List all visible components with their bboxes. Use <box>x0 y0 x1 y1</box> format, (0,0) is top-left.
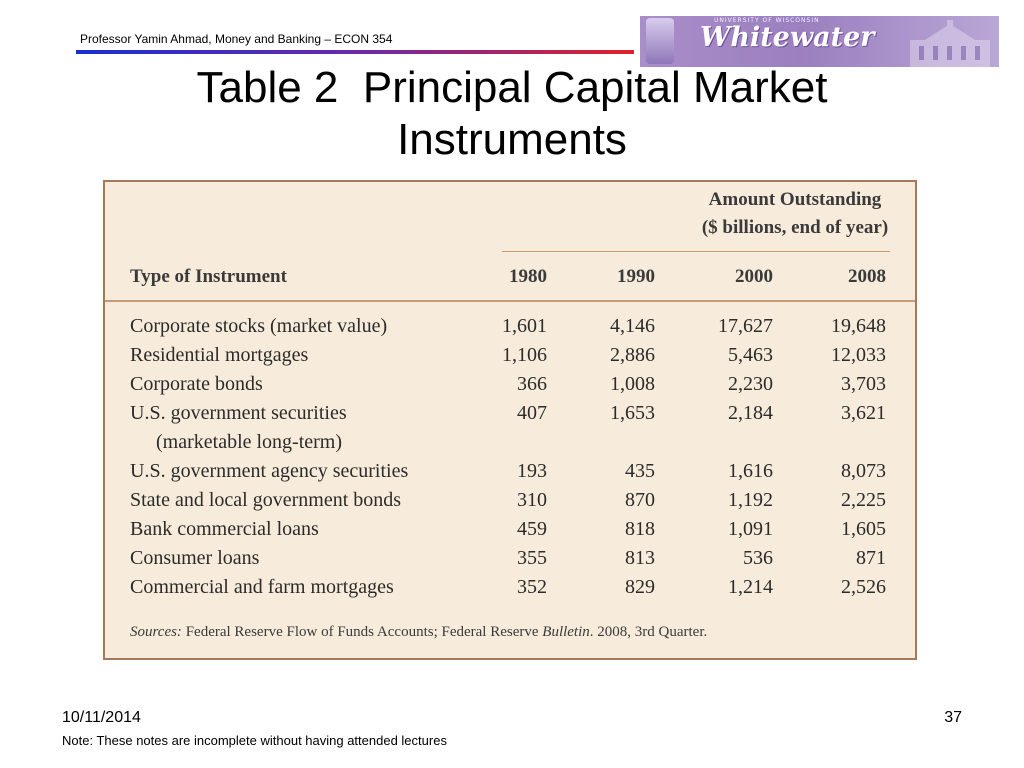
value-1990: 1,653 <box>610 402 655 424</box>
value-2008: 1,605 <box>841 518 886 540</box>
slide-title: Table 2 Principal Capital Market Instrum… <box>0 62 1024 166</box>
value-2000: 2,184 <box>728 402 773 424</box>
footer-note: Note: These notes are incomplete without… <box>62 733 447 748</box>
capital-market-table: Amount Outstanding ($ billions, end of y… <box>103 180 917 660</box>
university-logo: UNIVERSITY OF WISCONSIN Whitewater <box>640 16 999 67</box>
row-type-label: Commercial and farm mortgages <box>130 576 394 598</box>
value-2008: 871 <box>856 547 886 569</box>
row-type-label: Consumer loans <box>130 547 260 569</box>
value-2000: 2,230 <box>728 373 773 395</box>
value-1980: 193 <box>517 460 547 482</box>
slide-title-line-1: Table 2 Principal Capital Market <box>196 63 828 112</box>
amount-header-rule <box>502 251 890 252</box>
value-1990: 870 <box>625 489 655 511</box>
table-row: State and local government bonds 310 870… <box>105 489 915 518</box>
value-1980: 1,106 <box>502 344 547 366</box>
value-2008: 12,033 <box>831 344 886 366</box>
value-2008: 2,526 <box>841 576 886 598</box>
value-2000: 1,616 <box>728 460 773 482</box>
value-1980: 366 <box>517 373 547 395</box>
value-2000: 1,214 <box>728 576 773 598</box>
row-type-label: Corporate stocks (market value) <box>130 315 388 337</box>
value-1980: 352 <box>517 576 547 598</box>
table-row-continuation: (marketable long-term) <box>105 431 915 460</box>
table-row: Corporate stocks (market value) 1,601 4,… <box>105 315 915 344</box>
sources-label: Sources: <box>130 624 182 640</box>
sources-text: Federal Reserve Flow of Funds Accounts; … <box>185 624 539 640</box>
row-type-label-continuation: (marketable long-term) <box>156 431 343 453</box>
logo-seal-icon <box>646 18 674 64</box>
table-row: Commercial and farm mortgages 352 829 1,… <box>105 576 915 605</box>
table-row: Bank commercial loans 459 818 1,091 1,60… <box>105 518 915 547</box>
column-header-1990: 1990 <box>617 266 655 287</box>
value-2000: 5,463 <box>728 344 773 366</box>
value-2008: 3,703 <box>841 373 886 395</box>
value-1980: 407 <box>517 402 547 424</box>
value-1980: 459 <box>517 518 547 540</box>
value-1990: 813 <box>625 547 655 569</box>
value-1990: 1,008 <box>610 373 655 395</box>
table-row: Residential mortgages 1,106 2,886 5,463 … <box>105 344 915 373</box>
amount-outstanding-header: Amount Outstanding ($ billions, end of y… <box>665 186 925 242</box>
row-type-label: Residential mortgages <box>130 344 309 366</box>
value-1990: 829 <box>625 576 655 598</box>
value-1990: 818 <box>625 518 655 540</box>
footer-date: 10/11/2014 <box>62 709 141 726</box>
value-2008: 2,225 <box>841 489 886 511</box>
value-2008: 8,073 <box>841 460 886 482</box>
value-1980: 310 <box>517 489 547 511</box>
value-2000: 1,091 <box>728 518 773 540</box>
header-gradient-bar <box>76 50 634 54</box>
value-2008: 19,648 <box>831 315 886 337</box>
column-header-1980: 1980 <box>509 266 547 287</box>
amount-header-line-1: Amount Outstanding <box>708 189 882 210</box>
amount-header-line-2: ($ billions, end of year) <box>701 217 889 238</box>
column-header-2008: 2008 <box>848 266 886 287</box>
logo-wordmark: Whitewater <box>700 22 875 53</box>
value-2000: 17,627 <box>718 315 773 337</box>
row-type-label: Bank commercial loans <box>130 518 319 540</box>
table-body: Corporate stocks (market value) 1,601 4,… <box>105 315 915 605</box>
table-row: Consumer loans 355 813 536 871 <box>105 547 915 576</box>
course-header-text: Professor Yamin Ahmad, Money and Banking… <box>80 32 393 46</box>
value-1980: 1,601 <box>502 315 547 337</box>
value-1980: 355 <box>517 547 547 569</box>
value-2000: 536 <box>743 547 773 569</box>
column-header-type: Type of Instrument <box>130 266 287 287</box>
value-1990: 4,146 <box>610 315 655 337</box>
column-header-2000: 2000 <box>735 266 773 287</box>
sources-text-end: . 2008, 3rd Quarter. <box>589 624 708 640</box>
table-row: Corporate bonds 366 1,008 2,230 3,703 <box>105 373 915 402</box>
row-type-label: U.S. government securities <box>130 402 347 424</box>
row-type-label: State and local government bonds <box>130 489 402 511</box>
building-icon <box>910 20 990 67</box>
table-sources-note: Sources: Federal Reserve Flow of Funds A… <box>130 624 707 641</box>
value-2000: 1,192 <box>728 489 773 511</box>
value-1990: 435 <box>625 460 655 482</box>
row-type-label: Corporate bonds <box>130 373 263 395</box>
logo-university-text: UNIVERSITY OF WISCONSIN <box>714 17 820 24</box>
value-2008: 3,621 <box>841 402 886 424</box>
table-row: U.S. government agency securities 193 43… <box>105 460 915 489</box>
sources-italic-text: Bulletin <box>542 624 590 640</box>
table-row: U.S. government securities 407 1,653 2,1… <box>105 402 915 431</box>
value-1990: 2,886 <box>610 344 655 366</box>
slide-page-number: 37 <box>944 709 962 726</box>
column-header-row: Type of Instrument 1980 1990 2000 2008 <box>105 266 915 296</box>
slide-title-line-2: Instruments <box>397 115 627 164</box>
header-rule <box>105 300 915 302</box>
row-type-label: U.S. government agency securities <box>130 460 409 482</box>
